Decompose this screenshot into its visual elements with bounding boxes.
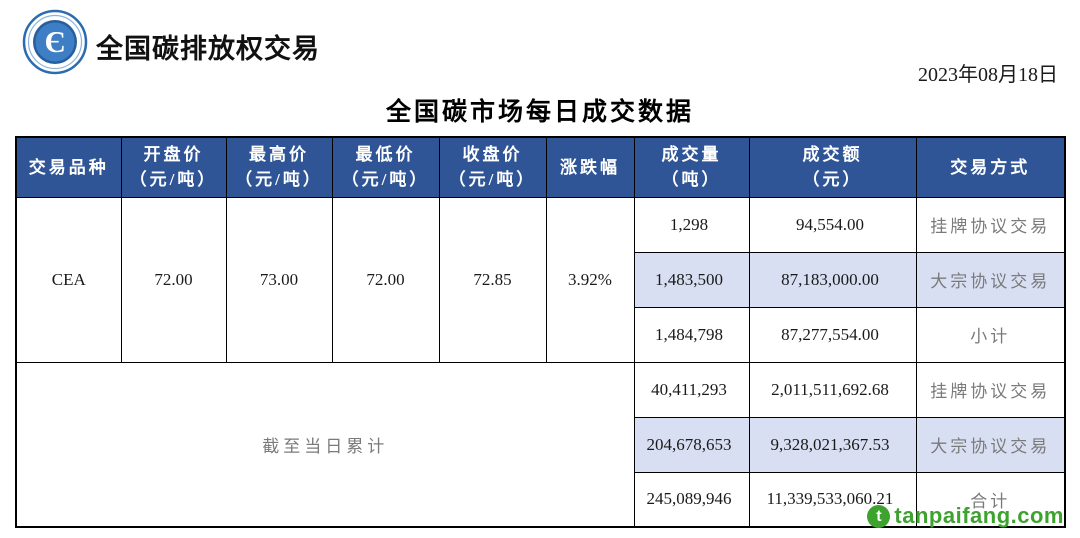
cell-amount: 87,183,000.00 [748, 251, 917, 308]
cell-trade-method: 大宗协议交易 [915, 416, 1066, 473]
col-header-close-price: 收盘价 （元/吨） [438, 136, 547, 198]
col-header-open-price: 开盘价 （元/吨） [120, 136, 227, 198]
daily-trading-table: 交易品种 开盘价 （元/吨） 最高价 （元/吨） 最低价 （元/吨） 收盘价 （元/吨）… [15, 136, 1066, 528]
cell-product: CEA [15, 196, 122, 363]
exchange-logo-icon: Є [22, 9, 88, 75]
cell-amount: 2,011,511,692.68 [748, 361, 917, 418]
cell-volume: 1,298 [633, 196, 750, 253]
table-header-row: 交易品种 开盘价 （元/吨） 最高价 （元/吨） 最低价 （元/吨） 收盘价 （元/吨）… [15, 136, 1066, 198]
report-date: 2023年08月18日 [918, 64, 1058, 86]
cell-change-percent: 3.92% [545, 196, 635, 363]
watermark-text: tanpaifang.com [894, 503, 1064, 528]
cell-trade-method: 大宗协议交易 [915, 251, 1066, 308]
cell-volume: 1,484,798 [633, 306, 750, 363]
brand-title: 全国碳排放权交易 [96, 34, 320, 64]
cell-trade-method: 挂牌协议交易 [915, 196, 1066, 253]
cumulative-row-listed: 截至当日累计 40,411,293 2,011,511,692.68 挂牌协议交… [15, 361, 1066, 528]
daily-row-subtotal: 1,484,798 87,277,554.00 小计 [16, 306, 1066, 363]
col-header-trade-method: 交易方式 [915, 136, 1066, 198]
col-header-product: 交易品种 [15, 136, 122, 198]
tanpaifang-logo-icon: t [867, 504, 891, 528]
col-header-high-price: 最高价 （元/吨） [225, 136, 333, 198]
cell-amount: 87,277,554.00 [748, 306, 917, 363]
cumulative-label-cell: 截至当日累计 [15, 361, 635, 528]
cell-amount: 9,328,021,367.53 [748, 416, 917, 473]
cell-close-price: 72.85 [438, 196, 547, 363]
daily-row-listed: CEA 72.00 73.00 72.00 72.85 3.92% 1,298 … [15, 196, 1066, 363]
svg-text:Є: Є [44, 24, 65, 59]
cell-trade-method: 小计 [915, 306, 1066, 363]
col-header-change: 涨跌幅 [545, 136, 635, 198]
cell-trade-method: 合计 [915, 471, 1066, 528]
watermark-link[interactable]: t tanpaifang.com [867, 503, 1064, 529]
cell-high-price: 73.00 [225, 196, 333, 363]
col-header-amount: 成交额 （元） [748, 136, 917, 198]
cell-amount: 94,554.00 [748, 196, 917, 253]
col-header-low-price: 最低价 （元/吨） [331, 136, 440, 198]
cell-low-price: 72.00 [331, 196, 440, 363]
cell-volume: 245,089,946 [633, 471, 750, 528]
daily-row-block: 1,483,500 87,183,000.00 大宗协议交易 [16, 251, 1066, 308]
cell-trade-method: 挂牌协议交易 [915, 361, 1066, 418]
cell-volume: 204,678,653 [633, 416, 750, 473]
cell-open-price: 72.00 [120, 196, 227, 363]
page-title: 全国碳市场每日成交数据 [385, 99, 694, 126]
col-header-volume: 成交量 （吨） [633, 136, 750, 198]
cell-volume: 40,411,293 [633, 361, 750, 418]
cell-volume: 1,483,500 [633, 251, 750, 308]
